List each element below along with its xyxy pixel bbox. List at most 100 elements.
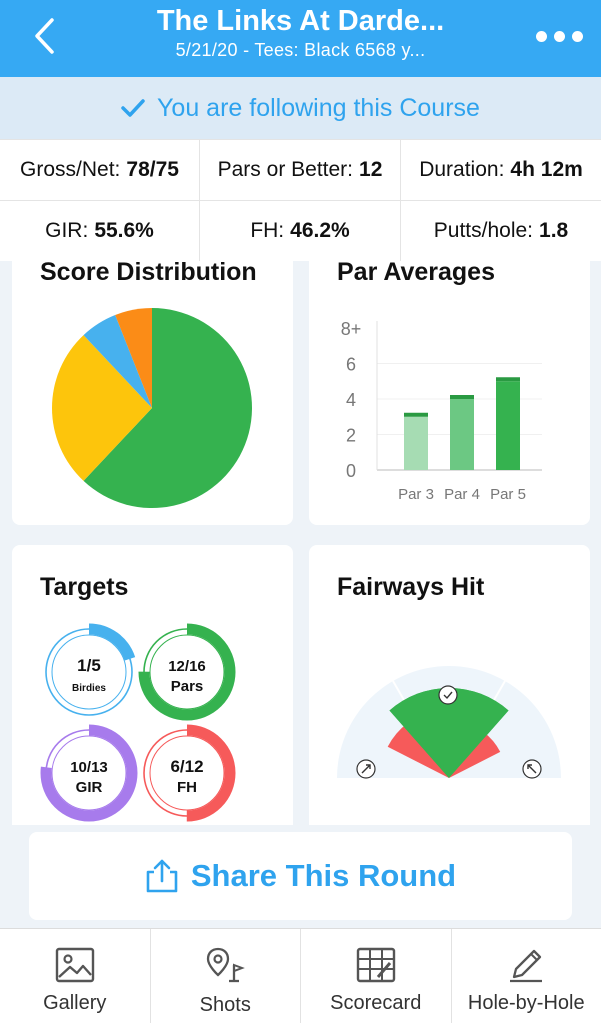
x-tick-label: Par 5 (490, 486, 526, 503)
pie-slice-par (83, 308, 252, 508)
ring-inner (51, 634, 127, 710)
stat-label: FH: (250, 219, 285, 242)
pie-slice-birdie (83, 315, 152, 408)
ring-progress (138, 724, 236, 822)
fairways-hit-card[interactable]: Fairways Hit (309, 545, 590, 825)
page-title: The Links At Darde... (156, 5, 445, 37)
stat-label: Gross/Net: (20, 158, 121, 181)
score-distribution-pie (51, 308, 252, 508)
tab-scorecard[interactable]: Scorecard (301, 929, 452, 1023)
par-averages-card[interactable]: Par Averages 8+ 6 4 2 0 Par 3 Par 4 Par 5 (309, 261, 590, 525)
targets-card[interactable]: Targets 1/5 Birdies 12/16 Pars 10/13 GIR 6/12 F… (12, 545, 293, 825)
stat-label: GIR: (45, 219, 89, 242)
tab-gallery[interactable]: Gallery (0, 929, 151, 1023)
target-label: FH (177, 779, 197, 796)
more-options-button[interactable] (529, 18, 589, 54)
stat-value: 55.6% (94, 219, 154, 242)
tab-shots[interactable]: Shots (151, 929, 301, 1023)
check-circle-icon (438, 685, 458, 705)
pie-slice-double-bogey (115, 308, 152, 408)
tab-hole-by-hole[interactable]: Hole-by-Hole (452, 929, 601, 1023)
tab-scorecard-label: Scorecard (330, 992, 422, 1014)
stat-pars-or-better: Pars or Better: 12 (200, 140, 401, 200)
stats-row: Gross/Net: 78/75 Pars or Better: 12 Durati… (0, 139, 601, 200)
tab-hole-by-hole-label: Hole-by-Hole (467, 992, 585, 1014)
y-tick-label: 8+ (341, 319, 362, 339)
score-distribution-card[interactable]: Score Distribution (12, 261, 293, 525)
bar-par-4 (450, 399, 474, 470)
arrow-up-right-icon (522, 759, 542, 779)
share-round-label: Share This Round (190, 858, 457, 893)
targets-rings: 1/5 Birdies 12/16 Pars 10/13 GIR 6/12 FH (40, 623, 236, 822)
checkmark-icon (121, 99, 145, 117)
share-icon (146, 859, 178, 893)
bar-average-marker (404, 412, 428, 417)
target-label: Pars (171, 678, 204, 695)
scorecard-icon (356, 947, 395, 983)
target-ring-fh: 6/12 FH (138, 724, 236, 822)
stat-gir: GIR: 55.6% (0, 201, 200, 261)
pencil-icon (510, 949, 543, 983)
target-value: 1/5 (77, 656, 101, 675)
y-tick-label: 4 (346, 390, 356, 410)
following-course-bar[interactable]: You are following this Course (0, 77, 601, 139)
target-ring-gir: 10/13 GIR (40, 724, 138, 822)
stats-row: GIR: 55.6% FH: 46.2% Putts/hole: 1.8 (0, 200, 601, 261)
back-button[interactable] (24, 14, 64, 58)
target-value: 6/12 (170, 757, 203, 776)
stat-putts-per-hole: Putts/hole: 1.8 (401, 201, 601, 261)
more-dot-icon (571, 30, 583, 42)
y-tick-label: 2 (346, 426, 356, 446)
share-round-button[interactable]: Share This Round (29, 832, 572, 920)
x-tick-label: Par 4 (444, 486, 480, 503)
par-averages-title: Par Averages (337, 261, 495, 286)
y-tick-label: 0 (346, 461, 356, 481)
score-distribution-title: Score Distribution (40, 261, 257, 286)
fairways-hit-title: Fairways Hit (337, 573, 485, 601)
tab-gallery-label: Gallery (43, 992, 107, 1014)
ring-inner (149, 634, 225, 710)
stat-value: 46.2% (290, 219, 350, 242)
bottom-tab-bar: Gallery Shots Scorecard Hole-by-Hole (0, 928, 601, 1023)
target-label: Birdies (72, 683, 106, 694)
target-value: 10/13 (70, 759, 108, 776)
targets-title: Targets (40, 573, 129, 601)
more-dot-icon (553, 30, 565, 42)
following-course-label: You are following this Course (157, 93, 480, 122)
stat-fh: FH: 46.2% (200, 201, 401, 261)
target-ring-pars: 12/16 Pars (138, 623, 236, 721)
bar-par-3 (404, 416, 428, 470)
target-value: 12/16 (168, 658, 206, 675)
fairways-hit-chart (337, 666, 561, 779)
fairway-slice-hit (389, 688, 509, 778)
par-averages-chart: 8+ 6 4 2 0 Par 3 Par 4 Par 5 (341, 319, 542, 503)
ring-inner (149, 735, 225, 811)
target-ring-birdies: 1/5 Birdies (40, 623, 138, 721)
bar-par-5 (496, 381, 520, 470)
stat-duration: Duration: 4h 12m (401, 140, 601, 200)
round-stats: Gross/Net: 78/75 Pars or Better: 12 Durati… (0, 139, 601, 261)
stat-label: Duration: (419, 158, 505, 181)
stat-label: Putts/hole: (433, 219, 534, 242)
chevron-left-icon (35, 18, 54, 54)
pie-slice-bogey (51, 335, 152, 481)
stat-value: 12 (359, 158, 383, 181)
shots-icon (207, 947, 246, 983)
stat-gross-net: Gross/Net: 78/75 (0, 140, 200, 200)
target-label: GIR (76, 779, 103, 796)
stat-value: 4h 12m (510, 158, 583, 181)
ring-progress (40, 724, 138, 822)
stat-value: 1.8 (539, 219, 569, 242)
y-tick-label: 6 (346, 355, 356, 375)
ring-progress (40, 623, 138, 721)
bar-average-marker (496, 377, 520, 382)
ring-progress (138, 623, 236, 721)
ring-inner (51, 735, 127, 811)
x-tick-label: Par 3 (398, 486, 434, 503)
page-subtitle: 5/21/20 - Tees: Black 6568 y... (175, 40, 426, 60)
arrow-up-left-icon (356, 759, 376, 779)
stat-value: 78/75 (126, 158, 179, 181)
stat-label: Pars or Better: (217, 158, 354, 181)
header-titles: The Links At Darde... 5/21/20 - Tees: Bl… (90, 4, 511, 62)
tab-shots-label: Shots (199, 994, 251, 1016)
